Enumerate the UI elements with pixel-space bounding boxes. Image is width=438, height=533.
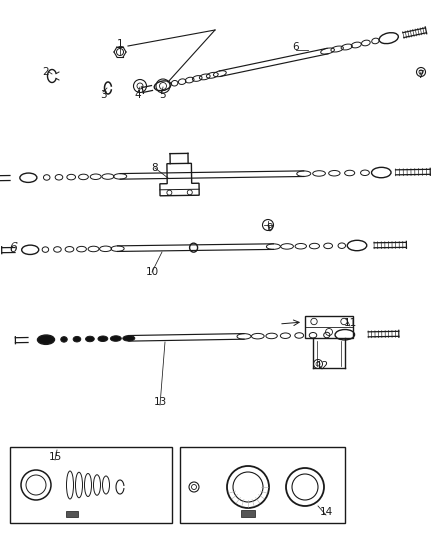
Text: 1: 1 bbox=[117, 39, 124, 49]
Ellipse shape bbox=[85, 336, 94, 342]
Ellipse shape bbox=[110, 336, 121, 341]
Text: 9: 9 bbox=[267, 223, 273, 233]
Bar bbox=[180, 447, 345, 523]
Text: 6: 6 bbox=[293, 42, 299, 52]
Bar bbox=[305, 316, 353, 338]
Text: 14: 14 bbox=[319, 507, 332, 517]
Text: 6: 6 bbox=[10, 241, 18, 254]
Ellipse shape bbox=[123, 336, 135, 341]
Ellipse shape bbox=[73, 336, 81, 342]
Ellipse shape bbox=[335, 329, 354, 340]
Text: 15: 15 bbox=[48, 452, 62, 462]
Text: 10: 10 bbox=[145, 267, 159, 277]
Text: 11: 11 bbox=[343, 318, 357, 328]
Text: 12: 12 bbox=[315, 361, 328, 371]
Ellipse shape bbox=[38, 335, 54, 344]
Ellipse shape bbox=[154, 81, 171, 91]
Ellipse shape bbox=[98, 336, 108, 342]
Ellipse shape bbox=[379, 33, 398, 44]
Text: 8: 8 bbox=[152, 163, 158, 173]
FancyBboxPatch shape bbox=[241, 510, 255, 517]
Text: 3: 3 bbox=[100, 90, 106, 100]
Text: 2: 2 bbox=[42, 67, 49, 77]
Ellipse shape bbox=[61, 337, 67, 342]
FancyBboxPatch shape bbox=[66, 511, 78, 517]
Text: 4: 4 bbox=[135, 90, 141, 100]
Ellipse shape bbox=[21, 245, 39, 254]
Text: 7: 7 bbox=[417, 70, 423, 80]
Text: 5: 5 bbox=[159, 90, 165, 100]
Ellipse shape bbox=[20, 173, 37, 182]
Ellipse shape bbox=[347, 240, 367, 251]
Ellipse shape bbox=[371, 167, 391, 177]
Text: 13: 13 bbox=[153, 397, 166, 407]
Bar bbox=[10, 447, 172, 523]
